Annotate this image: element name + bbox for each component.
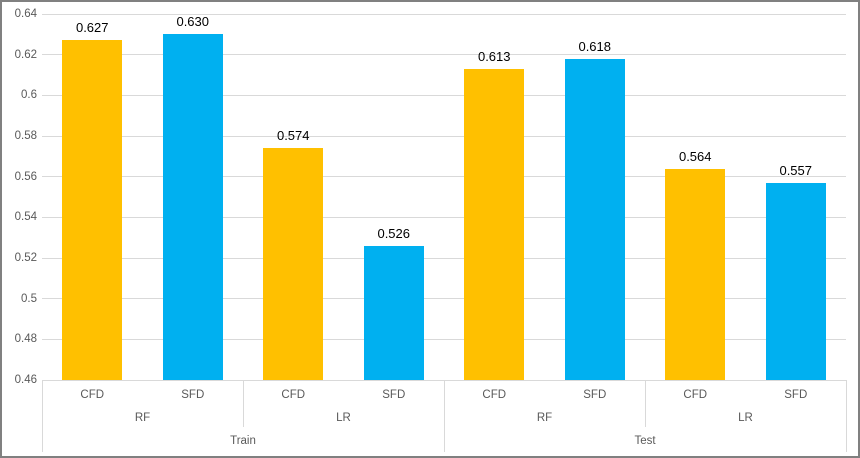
data-label: 0.618 — [578, 38, 612, 54]
x-label-cfd: CFD — [281, 389, 306, 401]
bar-test-rf-sfd — [564, 58, 625, 380]
data-label: 0.630 — [176, 14, 210, 30]
gridline — [42, 54, 846, 56]
bar-train-lr-cfd — [263, 148, 324, 380]
data-label: 0.557 — [779, 162, 813, 178]
x-label-sfd: SFD — [382, 389, 406, 401]
gridline — [42, 257, 846, 259]
gridline — [42, 13, 846, 15]
x-label-sfd: SFD — [583, 389, 607, 401]
y-tick-label: 0.5 — [21, 292, 37, 305]
x-super-label-test: Test — [634, 435, 656, 447]
data-label: 0.627 — [75, 20, 109, 36]
x-group-label-lr: LR — [336, 412, 351, 424]
y-tick-label: 0.6 — [21, 89, 37, 102]
x-label-sfd: SFD — [181, 389, 205, 401]
y-tick-label: 0.54 — [14, 211, 37, 224]
y-tick-label: 0.48 — [14, 333, 37, 346]
bar-train-rf-cfd — [62, 40, 123, 380]
data-label: 0.526 — [377, 225, 411, 241]
gridline — [42, 216, 846, 218]
gridline — [42, 338, 846, 340]
y-tick-label: 0.58 — [14, 130, 37, 142]
x-label-sfd: SFD — [784, 389, 808, 401]
x-label-cfd: CFD — [683, 389, 708, 401]
bar-test-rf-cfd — [464, 68, 525, 380]
gridline — [42, 298, 846, 300]
y-tick-label: 0.64 — [14, 8, 37, 20]
x-axis-separator-minor — [644, 380, 646, 427]
gridline — [42, 94, 846, 96]
data-label: 0.574 — [276, 128, 310, 144]
bar-train-lr-sfd — [363, 245, 424, 380]
gridline — [42, 176, 846, 178]
x-super-label-train: Train — [230, 435, 256, 447]
x-axis-separator-minor — [242, 380, 244, 427]
bar-test-lr-cfd — [665, 168, 726, 380]
y-tick-label: 0.52 — [14, 252, 37, 264]
x-label-cfd: CFD — [482, 389, 507, 401]
data-label: 0.564 — [678, 148, 712, 164]
x-group-label-rf: RF — [134, 412, 151, 424]
bar-train-rf-sfd — [162, 34, 223, 380]
x-group-label-lr: LR — [738, 412, 753, 424]
x-group-label-rf: RF — [536, 412, 553, 424]
bar-test-lr-sfd — [765, 182, 826, 380]
x-axis-separator-major — [443, 380, 445, 452]
gridline — [42, 135, 846, 137]
x-label-cfd: CFD — [80, 389, 105, 401]
y-tick-label: 0.46 — [14, 374, 37, 386]
y-tick-label: 0.56 — [14, 170, 37, 183]
data-label: 0.613 — [477, 48, 511, 64]
x-axis-separator-major — [41, 380, 43, 452]
y-tick-label: 0.62 — [14, 48, 37, 61]
x-axis-separator-major — [845, 380, 847, 452]
